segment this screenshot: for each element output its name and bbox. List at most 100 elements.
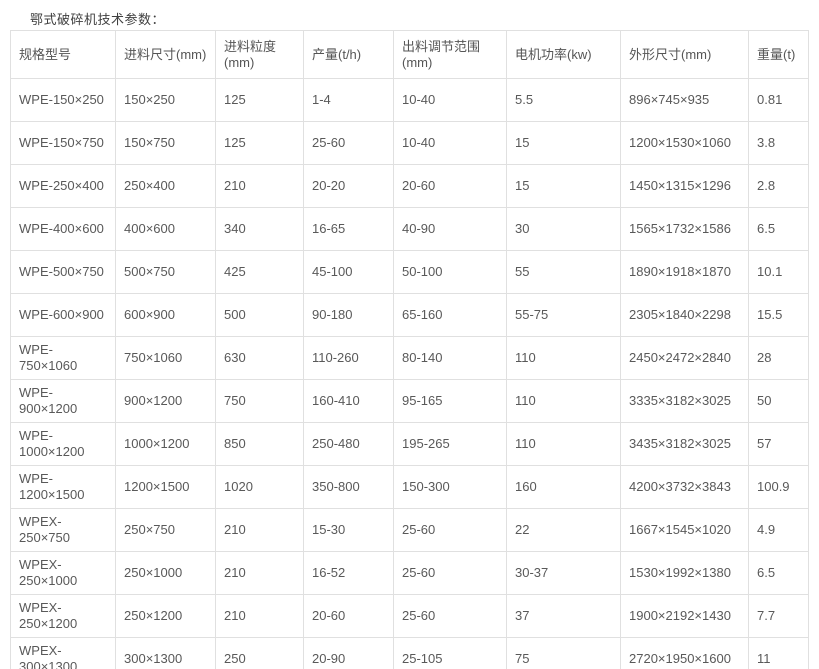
table-cell: 160-410 bbox=[303, 379, 394, 423]
table-cell: 3.8 bbox=[748, 121, 809, 165]
table-cell: 195-265 bbox=[393, 422, 507, 466]
table-cell: 11 bbox=[748, 637, 809, 669]
spec-table-header: 规格型号 进料尺寸(mm) 进料粒度(mm) 产量(t/h) 出料调节范围(mm… bbox=[10, 30, 809, 79]
table-cell: 500 bbox=[215, 293, 304, 337]
table-cell: 1667×1545×1020 bbox=[620, 508, 749, 552]
table-cell: 65-160 bbox=[393, 293, 507, 337]
table-cell: 1020 bbox=[215, 465, 304, 509]
table-cell: 210 bbox=[215, 551, 304, 595]
table-cell: 850 bbox=[215, 422, 304, 466]
header-cell-discharge-range: 出料调节范围(mm) bbox=[393, 30, 507, 79]
header-cell-feed-size: 进料尺寸(mm) bbox=[115, 30, 216, 79]
table-row: WPE-150×750 150×750 125 25-60 10-40 15 1200×15… bbox=[10, 121, 809, 165]
table-cell: 1565×1732×1586 bbox=[620, 207, 749, 251]
table-cell: WPE-500×750 bbox=[10, 250, 116, 294]
table-cell: 5.5 bbox=[506, 78, 621, 122]
table-cell: 95-165 bbox=[393, 379, 507, 423]
table-cell: WPE-400×600 bbox=[10, 207, 116, 251]
table-cell: 25-60 bbox=[393, 594, 507, 638]
table-cell: 16-65 bbox=[303, 207, 394, 251]
table-row: WPE-1000×1200 1000×1200 850 250-480 195-265 1… bbox=[10, 422, 809, 466]
table-cell: 20-60 bbox=[393, 164, 507, 208]
table-cell: 150×750 bbox=[115, 121, 216, 165]
table-row: WPE-150×250 150×250 125 1-4 10-40 5.5 896×745×… bbox=[10, 78, 809, 122]
table-cell: 250×1200 bbox=[115, 594, 216, 638]
table-cell: 110 bbox=[506, 422, 621, 466]
table-cell: 250 bbox=[215, 637, 304, 669]
table-cell: 150-300 bbox=[393, 465, 507, 509]
table-cell: 4.9 bbox=[748, 508, 809, 552]
table-cell: WPE-900×1200 bbox=[10, 379, 116, 423]
table-cell: 110 bbox=[506, 336, 621, 380]
table-cell: 3335×3182×3025 bbox=[620, 379, 749, 423]
table-cell: 50-100 bbox=[393, 250, 507, 294]
table-cell: 50 bbox=[748, 379, 809, 423]
page-title: 鄂式破碎机技术参数： bbox=[30, 12, 166, 27]
table-cell: 15-30 bbox=[303, 508, 394, 552]
table-cell: 55 bbox=[506, 250, 621, 294]
table-cell: 10-40 bbox=[393, 78, 507, 122]
table-row: WPEX-300×1300 300×1300 250 20-90 25-105 75 272… bbox=[10, 637, 809, 669]
table-cell: 16-52 bbox=[303, 551, 394, 595]
table-cell: 4200×3732×3843 bbox=[620, 465, 749, 509]
table-cell: WPE-250×400 bbox=[10, 164, 116, 208]
table-cell: 1-4 bbox=[303, 78, 394, 122]
table-cell: 2720×1950×1600 bbox=[620, 637, 749, 669]
spec-table: 规格型号 进料尺寸(mm) 进料粒度(mm) 产量(t/h) 出料调节范围(mm… bbox=[10, 30, 809, 669]
table-cell: 350-800 bbox=[303, 465, 394, 509]
table-cell: 30-37 bbox=[506, 551, 621, 595]
table-cell: 15 bbox=[506, 164, 621, 208]
header-row: 规格型号 进料尺寸(mm) 进料粒度(mm) 产量(t/h) 出料调节范围(mm… bbox=[10, 30, 809, 79]
table-cell: 20-60 bbox=[303, 594, 394, 638]
table-cell: 1200×1500 bbox=[115, 465, 216, 509]
header-cell-feed-granularity: 进料粒度(mm) bbox=[215, 30, 304, 79]
table-row: WPE-1200×1500 1200×1500 1020 350-800 150-300… bbox=[10, 465, 809, 509]
table-cell: 210 bbox=[215, 164, 304, 208]
table-cell: 30 bbox=[506, 207, 621, 251]
table-cell: WPE-600×900 bbox=[10, 293, 116, 337]
table-cell: WPEX-250×1000 bbox=[10, 551, 116, 595]
table-cell: 210 bbox=[215, 508, 304, 552]
table-cell: 55-75 bbox=[506, 293, 621, 337]
spec-table-body: WPE-150×250 150×250 125 1-4 10-40 5.5 896×745×… bbox=[10, 78, 809, 669]
table-cell: 750×1060 bbox=[115, 336, 216, 380]
table-cell: 500×750 bbox=[115, 250, 216, 294]
table-row: WPE-500×750 500×750 425 45-100 50-100 55 1890×… bbox=[10, 250, 809, 294]
table-cell: 1900×2192×1430 bbox=[620, 594, 749, 638]
table-cell: 125 bbox=[215, 121, 304, 165]
table-cell: 110 bbox=[506, 379, 621, 423]
table-cell: 250×750 bbox=[115, 508, 216, 552]
header-cell-capacity: 产量(t/h) bbox=[303, 30, 394, 79]
table-cell: 20-90 bbox=[303, 637, 394, 669]
table-cell: 6.5 bbox=[748, 207, 809, 251]
table-cell: 300×1300 bbox=[115, 637, 216, 669]
table-cell: 3435×3182×3025 bbox=[620, 422, 749, 466]
table-cell: WPE-150×250 bbox=[10, 78, 116, 122]
table-cell: 340 bbox=[215, 207, 304, 251]
table-cell: 900×1200 bbox=[115, 379, 216, 423]
table-cell: 150×250 bbox=[115, 78, 216, 122]
table-cell: WPE-150×750 bbox=[10, 121, 116, 165]
table-cell: 630 bbox=[215, 336, 304, 380]
table-cell: 20-20 bbox=[303, 164, 394, 208]
table-cell: 6.5 bbox=[748, 551, 809, 595]
table-cell: 896×745×935 bbox=[620, 78, 749, 122]
table-cell: 600×900 bbox=[115, 293, 216, 337]
table-cell: 250×400 bbox=[115, 164, 216, 208]
table-cell: 160 bbox=[506, 465, 621, 509]
table-cell: 110-260 bbox=[303, 336, 394, 380]
table-row: WPE-750×1060 750×1060 630 110-260 80-140 110 2… bbox=[10, 336, 809, 380]
header-cell-model: 规格型号 bbox=[10, 30, 116, 79]
table-row: WPEX-250×750 250×750 210 15-30 25-60 22 1667×1… bbox=[10, 508, 809, 552]
table-cell: 40-90 bbox=[393, 207, 507, 251]
table-cell: 2305×1840×2298 bbox=[620, 293, 749, 337]
table-cell: 1000×1200 bbox=[115, 422, 216, 466]
table-cell: WPE-750×1060 bbox=[10, 336, 116, 380]
table-cell: 57 bbox=[748, 422, 809, 466]
table-cell: 1450×1315×1296 bbox=[620, 164, 749, 208]
table-cell: 2450×2472×2840 bbox=[620, 336, 749, 380]
table-cell: 22 bbox=[506, 508, 621, 552]
table-cell: 15.5 bbox=[748, 293, 809, 337]
table-cell: 10.1 bbox=[748, 250, 809, 294]
